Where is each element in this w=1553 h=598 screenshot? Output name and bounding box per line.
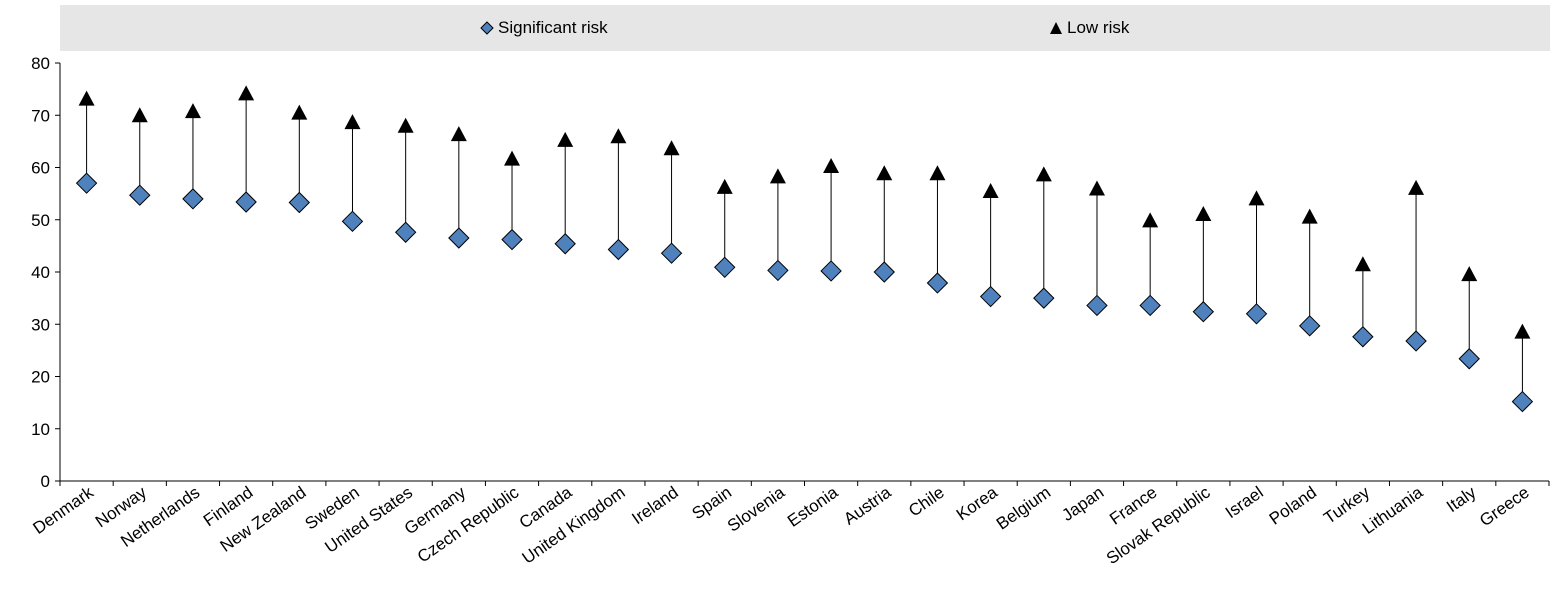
significant-risk-point-15 [873,261,895,283]
significant-risk-point-26 [1458,348,1480,370]
significant-risk-point-1 [129,184,151,206]
low-risk-point-19 [1088,180,1105,196]
x-category-label-25: Lithuania [1359,482,1427,537]
y-tick-label-4: 40 [31,263,50,282]
y-tick-label-2: 20 [31,368,50,387]
significant-risk-point-14 [820,260,842,282]
low-risk-point-24 [1354,256,1371,272]
y-tick-label-7: 70 [31,106,50,125]
significant-risk-point-17 [979,285,1002,308]
y-tick-label-1: 10 [31,420,50,439]
legend-label-significant-risk: Significant risk [498,18,608,37]
significant-risk-point-8 [501,228,523,251]
x-category-label-18: Belgium [993,483,1054,534]
low-risk-point-23 [1301,208,1318,224]
significant-risk-point-21 [1192,301,1215,323]
legend-item-low-risk: Low risk [1049,18,1129,38]
low-risk-point-14 [823,157,840,173]
y-tick-label-8: 80 [31,54,50,73]
x-category-label-16: Chile [905,483,948,521]
significant-risk-point-22 [1245,303,1268,325]
x-category-label-23: Poland [1266,483,1320,529]
x-category-label-11: Ireland [628,483,681,528]
low-risk-point-0 [78,90,95,106]
low-risk-point-17 [982,183,999,199]
low-risk-point-26 [1461,266,1478,282]
significant-risk-point-7 [448,227,470,249]
significant-risk-point-12 [714,256,736,279]
y-tick-label-0: 0 [41,472,50,491]
low-risk-point-18 [1035,166,1052,182]
significant-risk-point-16 [926,272,949,294]
x-category-label-27: Greece [1476,483,1533,531]
significant-risk-point-19 [1086,294,1108,317]
low-risk-point-7 [450,126,467,142]
significant-risk-point-27 [1511,390,1534,413]
significant-risk-point-6 [394,221,417,243]
low-risk-point-1 [131,107,148,123]
low-risk-point-11 [663,140,680,156]
low-risk-point-25 [1408,179,1425,195]
low-risk-point-12 [716,178,733,194]
x-category-label-14: Estonia [784,482,842,530]
low-risk-point-9 [557,131,574,147]
significant-risk-point-24 [1352,326,1374,348]
legend: Significant risk Low risk [60,5,1550,51]
low-risk-point-20 [1142,212,1159,228]
low-risk-point-3 [238,85,255,101]
triangle-marker-icon [1050,22,1062,34]
significant-risk-point-10 [607,238,630,261]
y-tick-label-6: 60 [31,159,50,178]
x-category-label-15: Austria [840,482,895,528]
legend-item-significant-risk: Significant risk [480,18,608,38]
low-risk-point-16 [929,165,946,181]
x-category-label-26: Italy [1443,482,1480,516]
low-risk-point-21 [1195,206,1212,222]
low-risk-point-2 [184,103,201,119]
significant-risk-point-13 [767,259,789,282]
legend-label-low-risk: Low risk [1067,18,1130,37]
x-category-label-13: Slovenia [724,482,789,535]
diamond-marker-icon [480,21,494,35]
significant-risk-point-4 [288,191,311,214]
significant-risk-point-5 [341,210,364,233]
significant-risk-point-20 [1139,294,1161,317]
low-risk-point-22 [1248,190,1265,206]
low-risk-point-10 [610,128,627,144]
significant-risk-point-3 [235,191,257,213]
low-risk-point-27 [1514,323,1531,339]
significant-risk-point-2 [182,188,204,210]
significant-risk-point-23 [1298,315,1321,337]
significant-risk-point-9 [554,233,576,255]
significant-risk-point-11 [660,242,683,264]
low-risk-point-13 [769,168,786,184]
low-risk-point-6 [397,117,414,133]
low-risk-point-8 [504,150,521,166]
y-tick-label-3: 30 [31,315,50,334]
low-risk-point-4 [291,104,308,120]
significant-risk-point-25 [1405,330,1427,352]
x-category-label-22: Israel [1222,483,1267,522]
low-risk-point-5 [344,114,361,130]
significant-risk-point-0 [75,172,98,194]
low-risk-point-15 [876,165,893,181]
y-tick-label-5: 50 [31,211,50,230]
x-category-label-19: Japan [1058,483,1107,525]
significant-risk-point-18 [1033,287,1055,309]
